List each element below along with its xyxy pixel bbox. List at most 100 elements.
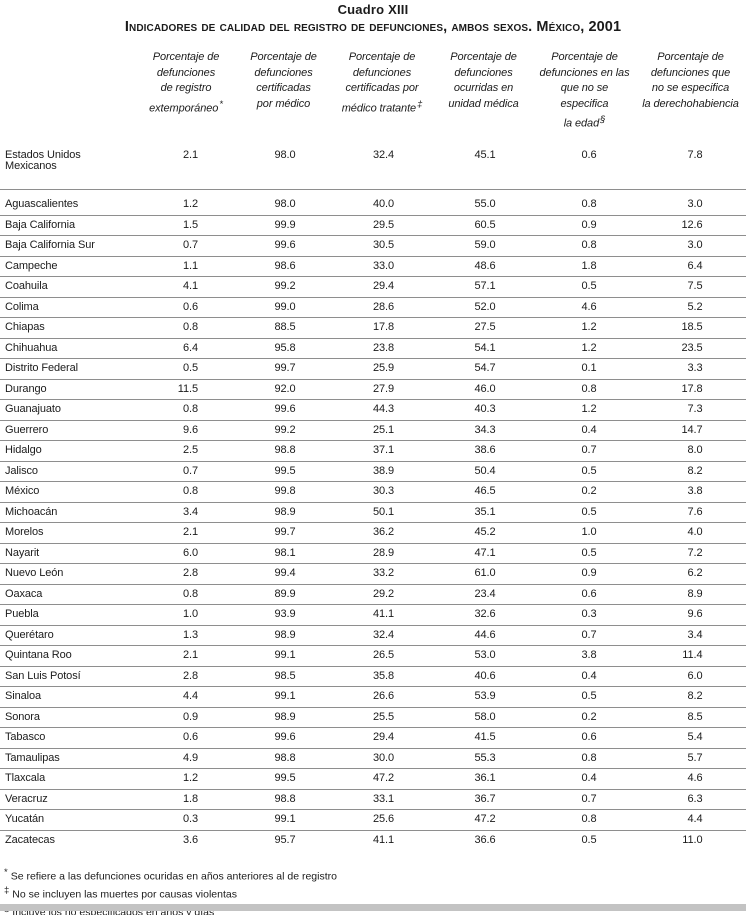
value-cell: 99.6	[274, 403, 296, 416]
value-cell: 25.5	[372, 710, 394, 723]
value-cell: 0.5	[581, 546, 597, 559]
value-cell: 52.0	[474, 300, 496, 313]
value-cell: 23.5	[681, 341, 703, 354]
value-cell: 99.2	[274, 423, 296, 436]
value-cell: 30.5	[372, 239, 394, 252]
value-cell: 0.3	[183, 813, 198, 826]
value-cell: 0.9	[581, 567, 597, 580]
value-cell: 36.7	[474, 792, 496, 805]
state-name: Chiapas	[5, 321, 45, 334]
value-cell: 29.4	[372, 280, 394, 293]
value-cell: 44.3	[372, 403, 394, 416]
table-row: Baja California Sur 0.7 99.6 30.5 59.0 0…	[0, 235, 746, 257]
state-name: Tabasco	[5, 731, 46, 744]
value-cell: 8.2	[687, 690, 703, 703]
header-row: Porcentaje de defunciones de registro extem…	[0, 50, 746, 136]
value-cell: 98.0	[274, 198, 296, 211]
value-cell: 60.5	[474, 218, 496, 231]
value-cell: 46.0	[474, 382, 496, 395]
value-cell: 0.7	[183, 239, 198, 252]
state-name: Zacatecas	[5, 833, 55, 846]
value-cell: 99.6	[274, 731, 296, 744]
value-cell: 5.4	[687, 731, 703, 744]
value-cell: 3.4	[183, 505, 198, 518]
summary-row: Estados Unidos Mexicanos 2.1 98.0 32.4 4…	[0, 136, 746, 190]
state-name: Sonora	[5, 710, 40, 723]
value-cell: 46.5	[474, 485, 496, 498]
table-row: Guerrero 9.6 99.2 25.1 34.3 0.4 14.7	[0, 420, 746, 441]
state-name: Chihuahua	[5, 341, 58, 354]
table-row: Sonora 0.9 98.9 25.5 58.0 0.2 8.5	[0, 707, 746, 728]
value-cell: 7.2	[687, 546, 703, 559]
value-cell: 53.9	[474, 690, 496, 703]
value-cell: 1.0	[183, 608, 198, 621]
value-cell: 4.1	[183, 280, 198, 293]
value-cell: 38.9	[372, 464, 394, 477]
value-cell: 0.8	[581, 813, 597, 826]
value-cell: 0.6	[183, 731, 198, 744]
value-cell: 17.8	[681, 382, 703, 395]
value-cell: 5.2	[687, 300, 703, 313]
value-cell: 3.0	[687, 239, 703, 252]
value-cell: 36.2	[372, 526, 394, 539]
value-cell: 41.1	[372, 833, 394, 846]
state-name: Tamaulipas	[5, 751, 60, 764]
value-cell: 3.8	[581, 649, 597, 662]
value-cell: 2.5	[183, 444, 198, 457]
value-cell: 99.1	[274, 813, 296, 826]
column-header: Porcentaje de defunciones certificadas por …	[250, 51, 317, 110]
value-cell: 45.1	[474, 149, 496, 162]
table-row: Nuevo León 2.8 99.4 33.2 61.0 0.9 6.2	[0, 563, 746, 585]
value-cell: 12.6	[681, 218, 703, 231]
value-cell: 59.0	[474, 239, 496, 252]
table-row: Tlaxcala 1.2 99.5 47.2 36.1 0.4 4.6	[0, 768, 746, 790]
value-cell: 3.8	[687, 485, 703, 498]
state-name: Querétaro	[5, 628, 54, 641]
state-name: Oaxaca	[5, 587, 43, 600]
value-cell: 25.9	[372, 362, 394, 375]
table-row: Colima 0.6 99.0 28.6 52.0 4.6 5.2	[0, 297, 746, 318]
value-cell: 25.1	[372, 423, 394, 436]
table-row: Tabasco 0.6 99.6 29.4 41.5 0.6 5.4	[0, 727, 746, 749]
value-cell: 8.9	[687, 587, 703, 600]
state-name: Estados Unidos Mexicanos	[5, 149, 81, 173]
value-cell: 1.1	[183, 259, 198, 272]
value-cell: 98.6	[274, 259, 296, 272]
value-cell: 37.1	[372, 444, 394, 457]
value-cell: 32.4	[372, 149, 394, 162]
value-cell: 99.0	[274, 300, 296, 313]
value-cell: 33.1	[372, 792, 394, 805]
value-cell: 33.2	[372, 567, 394, 580]
value-cell: 0.6	[581, 587, 597, 600]
value-cell: 33.0	[372, 259, 394, 272]
value-cell: 7.6	[687, 505, 703, 518]
value-cell: 27.5	[474, 321, 496, 334]
value-cell: 57.1	[474, 280, 496, 293]
value-cell: 36.1	[474, 772, 496, 785]
value-cell: 1.8	[581, 259, 597, 272]
value-cell: 3.0	[687, 198, 703, 211]
value-cell: 99.6	[274, 239, 296, 252]
value-cell: 92.0	[274, 382, 296, 395]
value-cell: 23.4	[474, 587, 496, 600]
value-cell: 2.1	[183, 649, 198, 662]
table-row: Coahuila 4.1 99.2 29.4 57.1 0.5 7.5	[0, 276, 746, 298]
table-row: Yucatán 0.3 99.1 25.6 47.2 0.8 4.4	[0, 809, 746, 831]
value-cell: 0.8	[183, 485, 198, 498]
value-cell: 93.9	[274, 608, 296, 621]
value-cell: 7.8	[687, 149, 703, 162]
value-cell: 6.2	[687, 567, 703, 580]
value-cell: 4.6	[687, 772, 703, 785]
value-cell: 41.1	[372, 608, 394, 621]
value-cell: 4.0	[687, 526, 703, 539]
footnote-ref: ‡	[417, 98, 423, 110]
value-cell: 0.7	[581, 444, 597, 457]
value-cell: 11.5	[177, 382, 198, 395]
table-row: Jalisco 0.7 99.5 38.9 50.4 0.5 8.2	[0, 461, 746, 482]
value-cell: 2.1	[183, 526, 198, 539]
value-cell: 35.8	[372, 669, 394, 682]
footnote-marker: ‡	[4, 885, 10, 897]
value-cell: 40.0	[372, 198, 394, 211]
value-cell: 98.1	[274, 546, 296, 559]
